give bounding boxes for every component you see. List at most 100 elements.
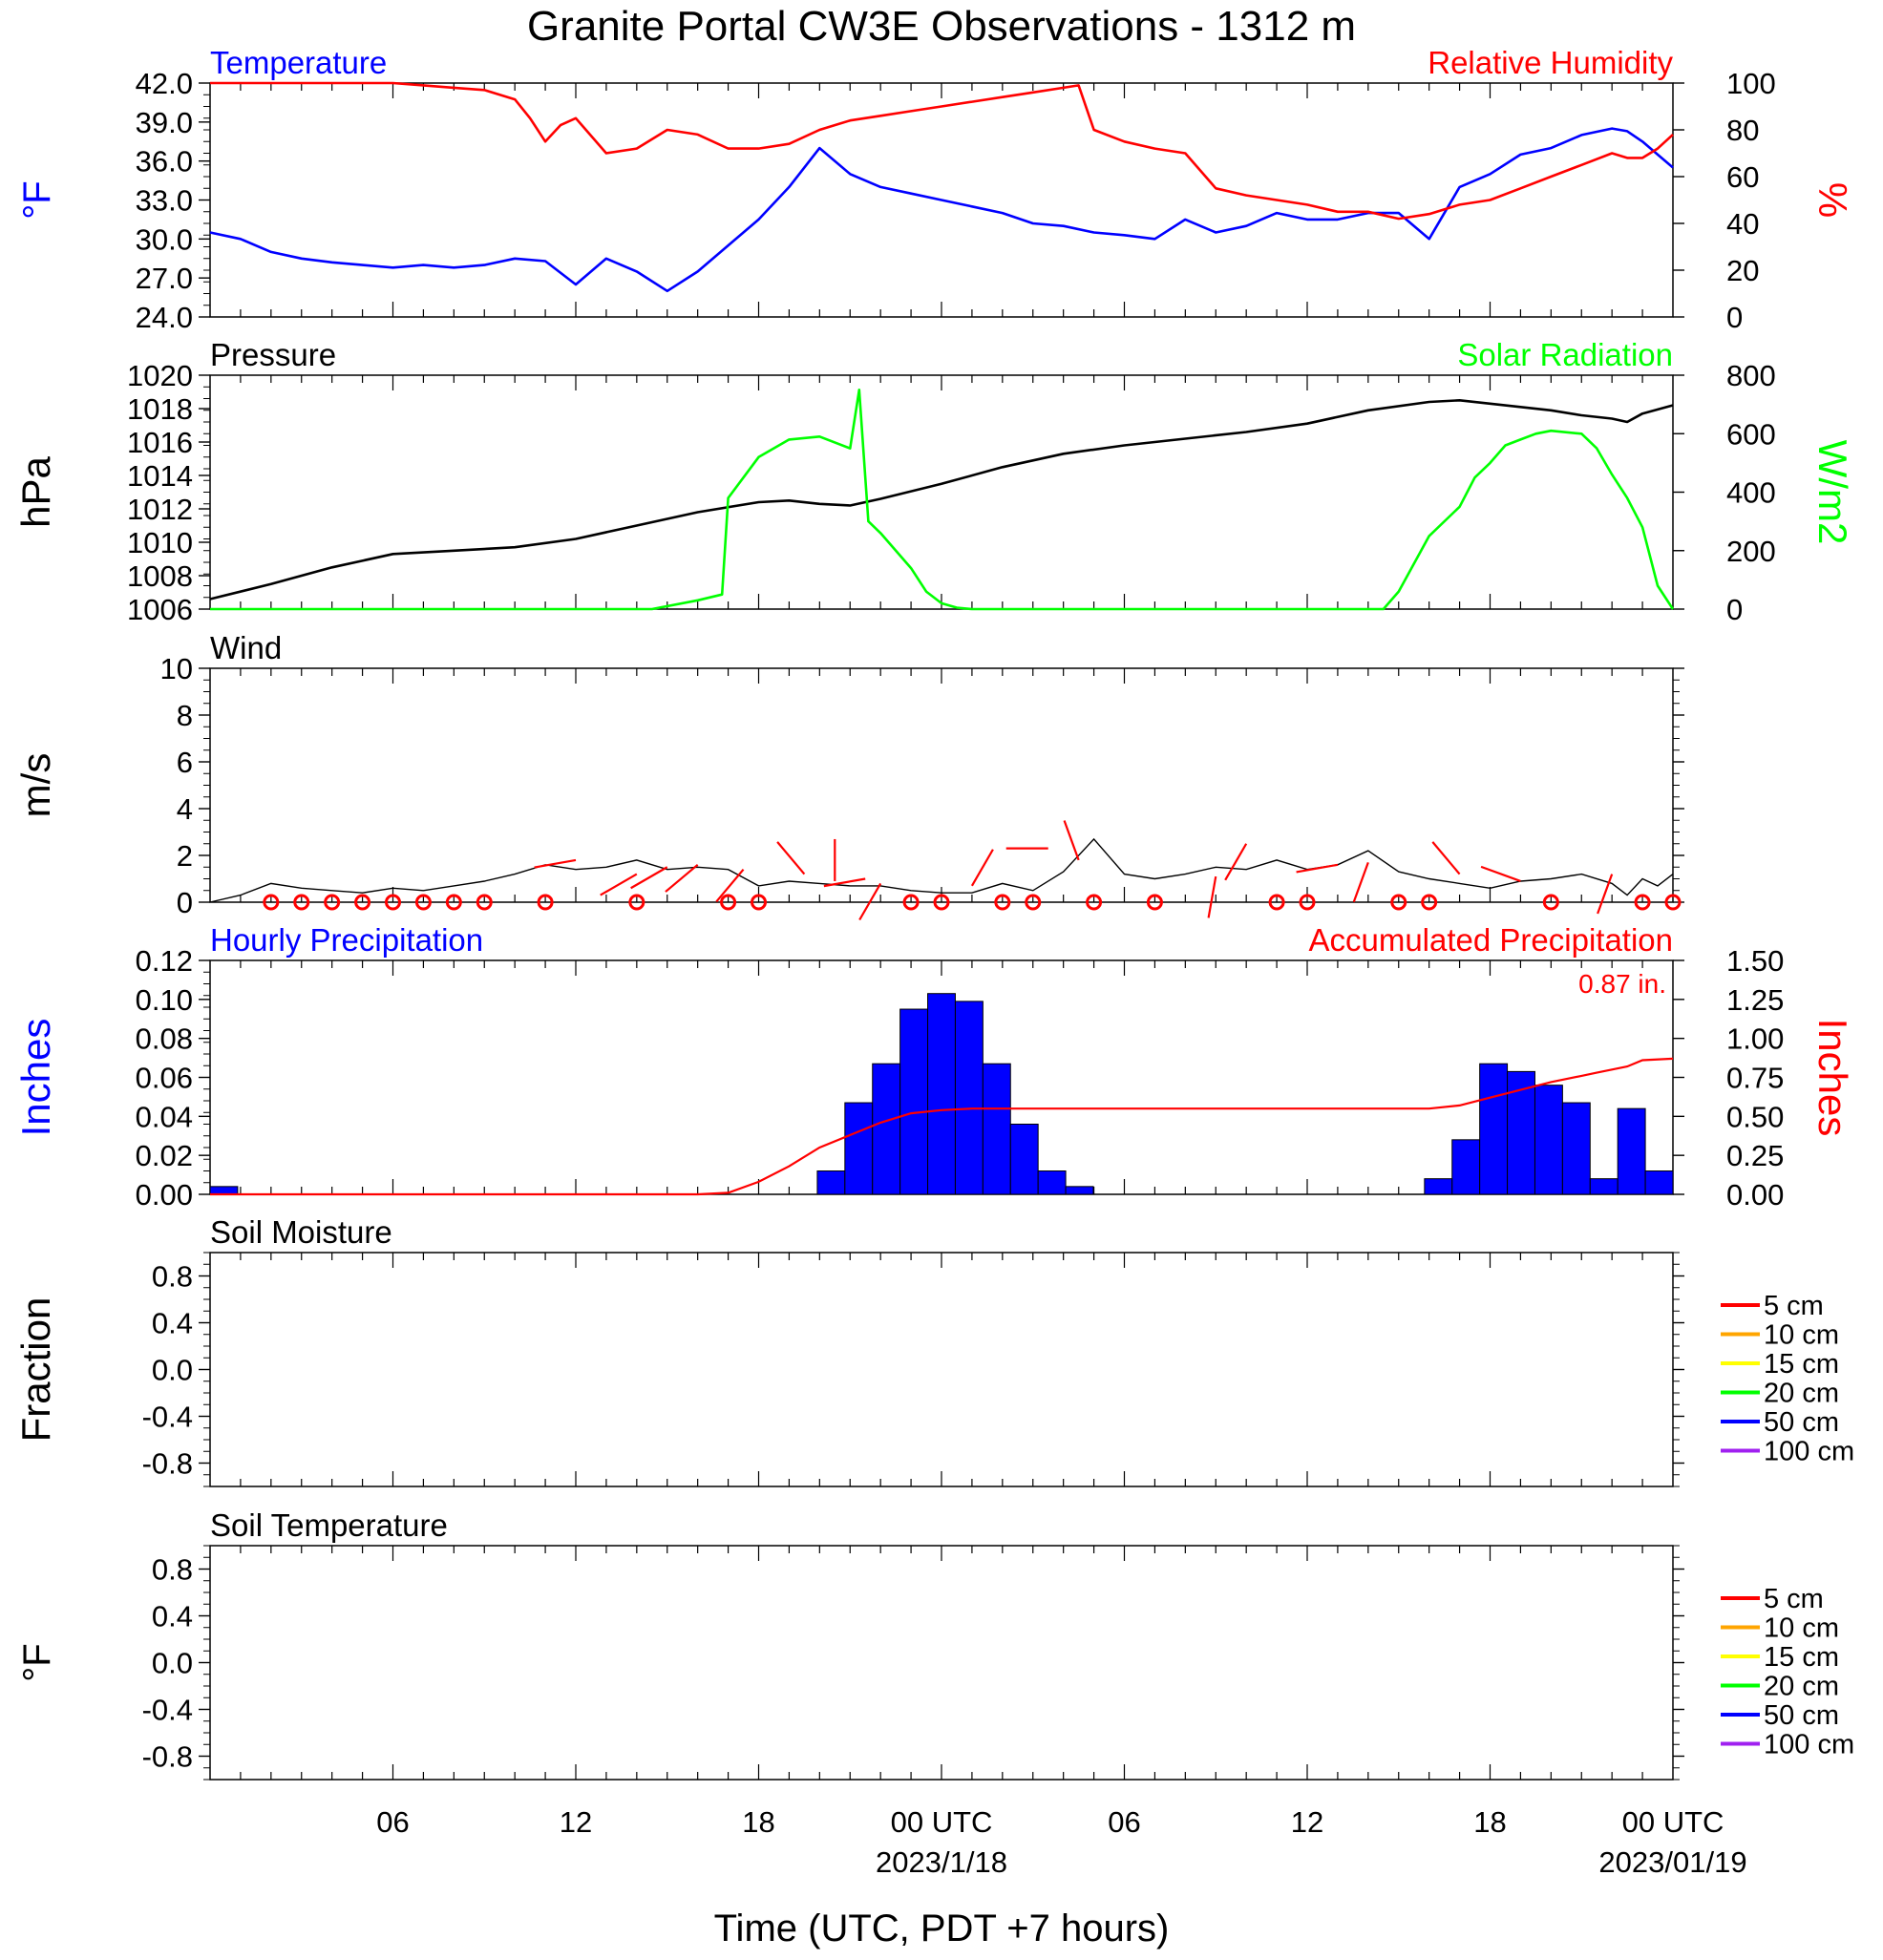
y-tick-label-right: 600 (1726, 417, 1776, 451)
y-axis-label-left: m/s (13, 753, 58, 818)
y-tick-label-left: 4 (177, 792, 193, 826)
calm-wind-marker (1542, 894, 1559, 911)
y-tick-label-left: 0.8 (152, 1260, 193, 1294)
plot-frame (209, 1545, 1674, 1781)
calm-wind-marker (385, 894, 401, 911)
y-tick-label-left: 8 (177, 699, 193, 732)
wind-barb (600, 873, 638, 896)
panel-title-left: Temperature (210, 45, 387, 80)
x-tick-label: 06 (1108, 1805, 1140, 1839)
y-tick-label-left: -0.4 (142, 1694, 193, 1727)
wind-barb (1480, 865, 1521, 882)
y-tick-label-left: -0.8 (142, 1740, 193, 1774)
y-tick-label-left: 27.0 (136, 262, 193, 295)
precip-bar (1037, 1170, 1067, 1195)
y-tick-label-right: 1.50 (1726, 944, 1784, 978)
y-tick-label-left: 1008 (127, 559, 193, 593)
precip-bar (209, 1186, 239, 1195)
y-tick-label-left: 2 (177, 839, 193, 873)
calm-wind-marker (414, 894, 432, 911)
calm-wind-marker (263, 894, 280, 911)
y-tick-label-left: 1020 (127, 359, 193, 392)
precip-bar (1009, 1124, 1039, 1195)
y-tick-label-right: 0.25 (1726, 1139, 1784, 1172)
y-tick-label-right: 0 (1726, 593, 1743, 626)
y-tick-label-left: 1016 (127, 426, 193, 459)
y-tick-label-left: 1014 (127, 459, 193, 493)
wind-barb (1063, 820, 1080, 861)
legend-label: 50 cm (1764, 1700, 1839, 1731)
calm-wind-marker (293, 894, 310, 911)
y-axis-label-left: hPa (13, 455, 58, 527)
panel-title-right: Relative Humidity (1428, 45, 1673, 80)
y-tick-label-right: 20 (1726, 254, 1759, 287)
calm-wind-marker (1421, 894, 1438, 911)
calm-wind-marker (1025, 894, 1042, 911)
y-tick-label-right: 40 (1726, 207, 1759, 241)
calm-wind-marker (933, 894, 950, 911)
precip-bar (1561, 1102, 1591, 1195)
wind-barb (715, 868, 745, 903)
panel-soil_moisture: -0.8 -0.4 0.0 0.4 0.8 Soil Moisture Fraction 5 … (13, 1214, 1854, 1487)
y-tick-label-right: 400 (1726, 476, 1776, 510)
precip-bar (982, 1063, 1011, 1195)
calm-wind-marker (902, 894, 920, 911)
y-tick-label-left: 1006 (127, 593, 193, 626)
y-tick-label-right: 0.00 (1726, 1178, 1784, 1212)
wind-barb (534, 858, 577, 869)
wind-barb (665, 863, 699, 893)
legend-label: 15 cm (1764, 1642, 1839, 1673)
y-tick-label-left: 0.02 (136, 1139, 193, 1172)
calm-wind-marker (445, 894, 462, 911)
calm-wind-marker (1634, 894, 1651, 911)
y-tick-label-left: 1018 (127, 392, 193, 426)
wind-barb (858, 882, 882, 921)
y-tick-label-left: 6 (177, 746, 193, 779)
calm-wind-marker (324, 894, 341, 911)
legend-label: 20 cm (1764, 1672, 1839, 1702)
y-tick-label-left: 24.0 (136, 301, 193, 334)
precip-bar (1424, 1178, 1453, 1195)
series-temperature (209, 127, 1674, 293)
precip-bar (927, 993, 956, 1195)
y-tick-label-left: 39.0 (136, 106, 193, 139)
x-tick-date-label: 2023/01/19 (1598, 1845, 1746, 1879)
precip-bar (899, 1008, 929, 1195)
y-tick-label-left: 42.0 (136, 67, 193, 100)
wind-barb (776, 841, 806, 875)
y-tick-label-right: 0.75 (1726, 1062, 1784, 1095)
wind-barb (630, 866, 668, 890)
x-tick-label: 00 UTC (891, 1805, 993, 1839)
series-pressure (209, 399, 1674, 601)
series-relative-humidity (210, 81, 1674, 221)
panel-title-left: Pressure (210, 337, 336, 372)
legend-label: 100 cm (1764, 1730, 1854, 1760)
y-tick-label-left: 10 (160, 652, 193, 685)
y-axis-label-left: Inches (13, 1019, 58, 1137)
y-tick-label-left: 0.0 (152, 1354, 193, 1387)
panel-wind: 0 2 4 6 8 10 Wind m/s (13, 630, 1684, 921)
y-tick-label-left: 0.12 (136, 944, 193, 978)
precip-bar (1617, 1107, 1646, 1195)
calm-wind-marker (1268, 894, 1285, 911)
legend-label: 15 cm (1764, 1349, 1839, 1380)
y-tick-label-left: 0.08 (136, 1022, 193, 1056)
wind-barb (823, 877, 866, 888)
legend-label: 5 cm (1764, 1584, 1824, 1614)
precip-bar (844, 1102, 874, 1195)
y-tick-label-right: 60 (1726, 160, 1759, 194)
calm-wind-marker (1390, 894, 1407, 911)
wind-barb (1431, 841, 1461, 875)
precip-bar (1451, 1139, 1481, 1195)
y-tick-label-right: 0.50 (1726, 1100, 1784, 1133)
figure-title: Granite Portal CW3E Observations - 1312 … (527, 3, 1356, 50)
y-tick-label-right: 200 (1726, 535, 1776, 568)
calm-wind-marker (476, 894, 493, 911)
panel-title-left: Wind (210, 630, 282, 665)
wind-barb (1352, 861, 1369, 903)
x-tick-label: 00 UTC (1622, 1805, 1724, 1839)
y-tick-label-right: 1.25 (1726, 983, 1784, 1017)
